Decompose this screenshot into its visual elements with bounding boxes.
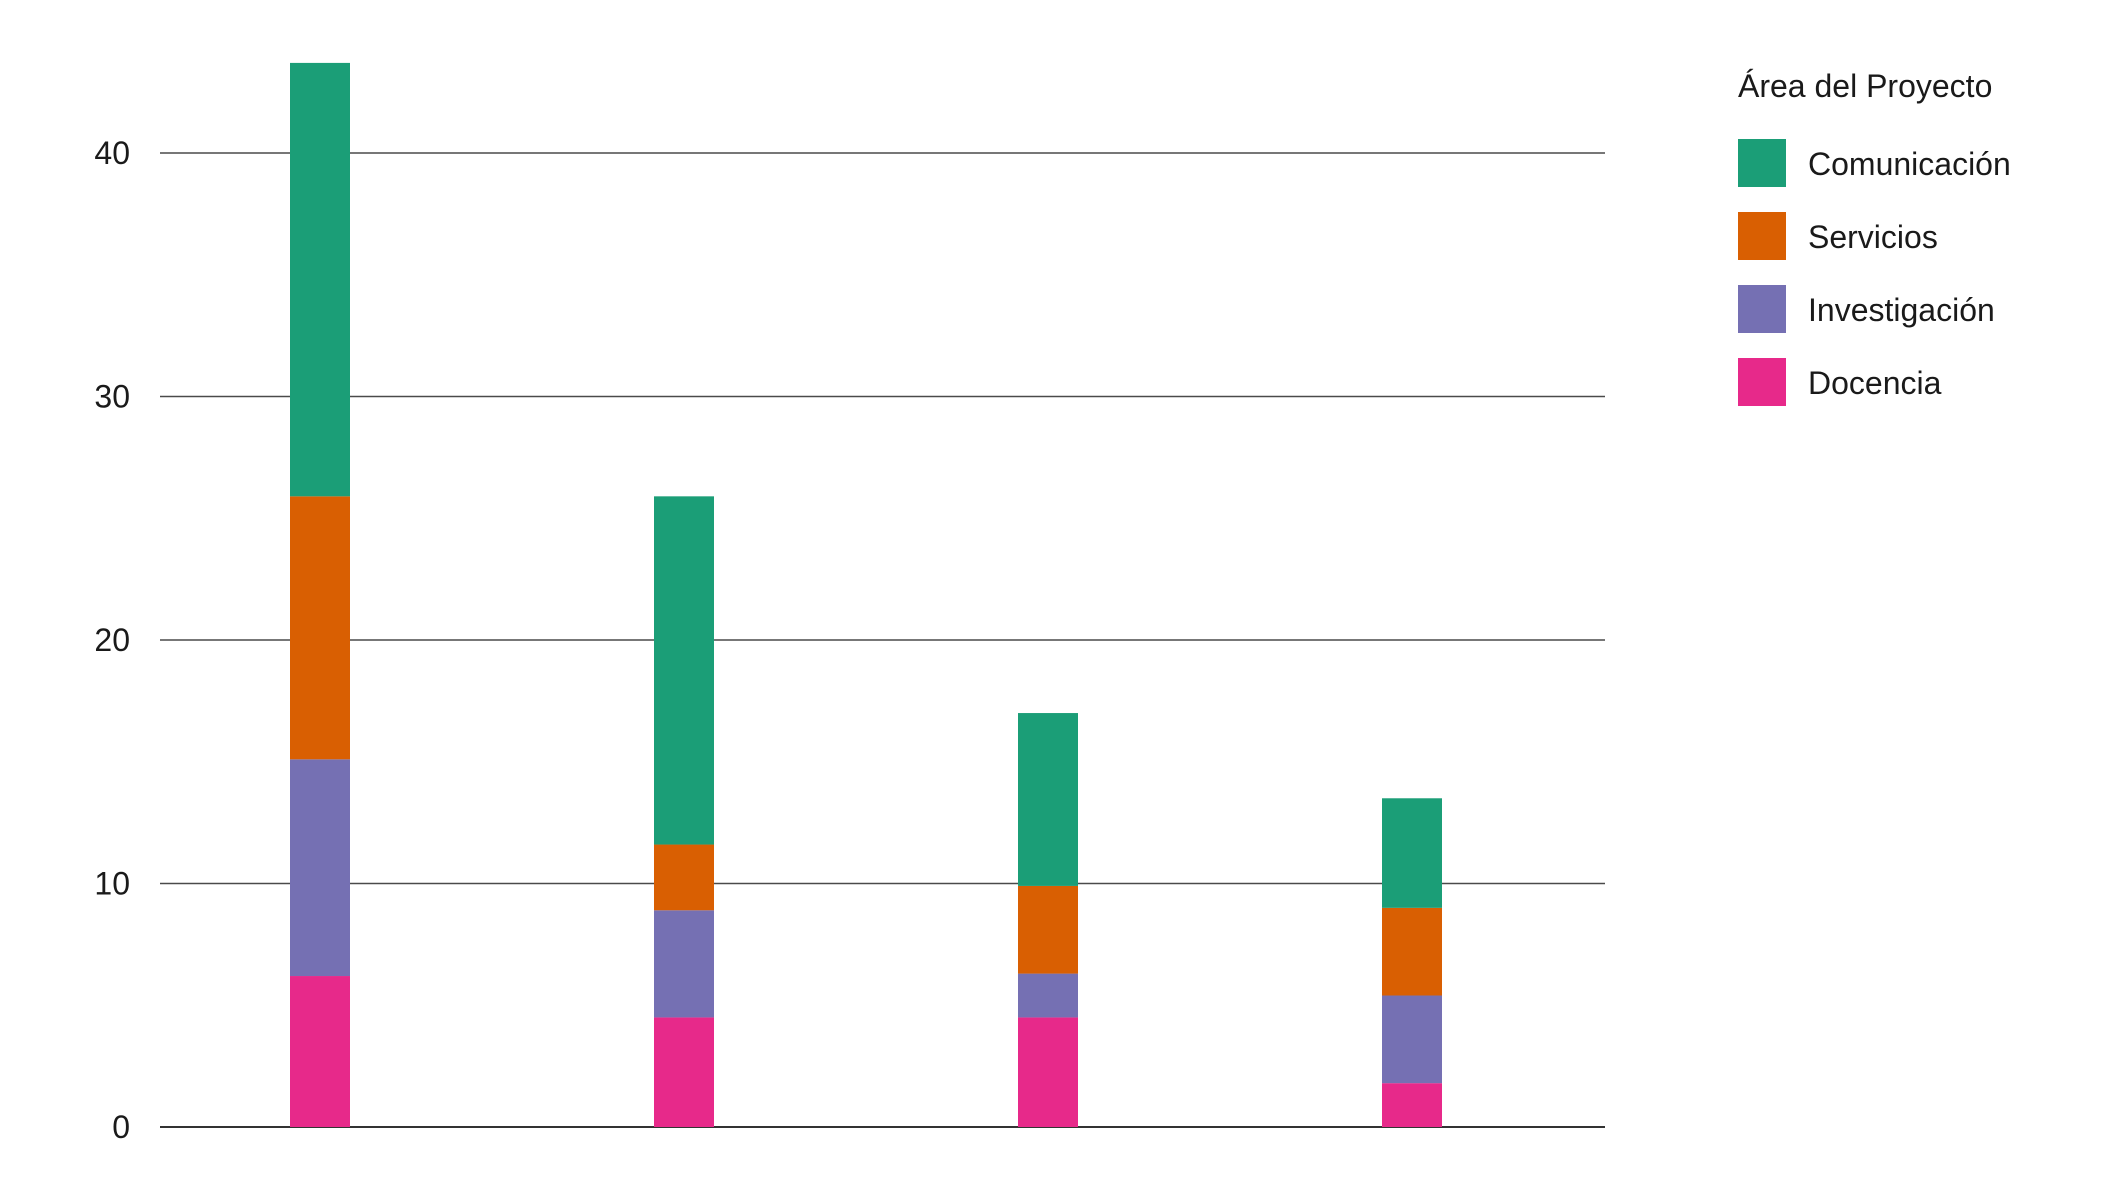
y-tick-label: 10 (94, 866, 130, 902)
bar-segment-comunicación (654, 496, 714, 845)
bars (290, 62, 1442, 1127)
legend-label-investigación: Investigación (1808, 292, 1995, 328)
legend-label-servicios: Servicios (1808, 219, 1938, 255)
bar-segment-comunicación (290, 62, 350, 497)
bar-segment-investigación (1382, 995, 1442, 1084)
legend-label-docencia: Docencia (1808, 365, 1942, 401)
y-axis-ticks: 0 10 20 30 40 (94, 135, 130, 1145)
legend: Área del Proyecto Comunicación Servicios I… (1738, 68, 2011, 406)
legend-swatch-servicios (1738, 212, 1786, 260)
bar-segment-comunicación (1382, 798, 1442, 908)
y-tick-label: 40 (94, 135, 130, 171)
bar-segment-investigación (654, 910, 714, 1018)
y-tick-label: 20 (94, 622, 130, 658)
bar-segment-docencia (1382, 1083, 1442, 1127)
bar-segment-comunicación (1018, 713, 1078, 886)
legend-swatch-investigación (1738, 285, 1786, 333)
bar-segment-servicios (1018, 885, 1078, 974)
gridlines (160, 152, 1605, 1128)
bar-segment-servicios (654, 844, 714, 911)
y-tick-label: 0 (112, 1109, 130, 1145)
y-tick-label: 30 (94, 379, 130, 415)
bar-segment-investigación (290, 759, 350, 977)
bar-segment-investigación (1018, 973, 1078, 1018)
bar-segment-docencia (290, 976, 350, 1127)
legend-label-comunicación: Comunicación (1808, 146, 2011, 182)
legend-title: Área del Proyecto (1738, 68, 1992, 104)
bar-segment-servicios (290, 496, 350, 760)
legend-swatch-comunicación (1738, 139, 1786, 187)
bar-segment-servicios (1382, 907, 1442, 996)
legend-swatch-docencia (1738, 358, 1786, 406)
bar-segment-docencia (654, 1017, 714, 1127)
bar-segment-docencia (1018, 1017, 1078, 1127)
